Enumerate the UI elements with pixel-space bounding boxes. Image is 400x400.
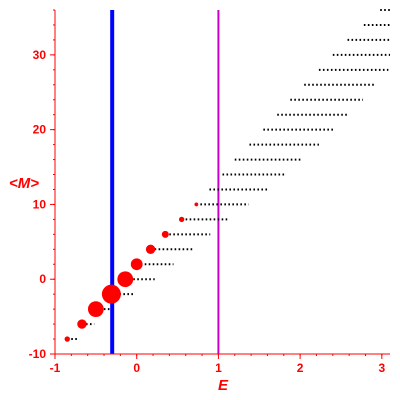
marker-2 [87, 301, 104, 318]
y-tick-label-4: 30 [33, 48, 47, 62]
y-axis-label: <M> [9, 175, 39, 192]
marker-3 [101, 284, 121, 304]
x-tick-label-0: -1 [50, 361, 61, 375]
marker-4 [117, 271, 134, 288]
x-tick-label-3: 2 [297, 361, 304, 375]
x-axis-label: E [218, 377, 229, 394]
axis-labels: E <M> [9, 175, 229, 394]
marker-5 [130, 258, 143, 271]
x-tick-label-4: 3 [378, 361, 385, 375]
marker-9 [194, 202, 199, 207]
y-tick-label-1: 0 [39, 272, 46, 286]
dot-bands [67, 9, 390, 341]
marker-1 [77, 319, 87, 329]
y-tick-label-2: 10 [33, 197, 47, 211]
y-tick-label-3: 20 [33, 123, 47, 137]
marker-0 [64, 336, 70, 342]
marker-8 [178, 216, 185, 223]
red-markers [64, 202, 199, 342]
x-tick-label-1: 0 [133, 361, 140, 375]
reference-lines [110, 10, 220, 354]
y-tick-label-0: -10 [29, 347, 47, 361]
marker-7 [161, 230, 169, 238]
x-tick-label-2: 1 [215, 361, 222, 375]
marker-6 [145, 244, 156, 255]
